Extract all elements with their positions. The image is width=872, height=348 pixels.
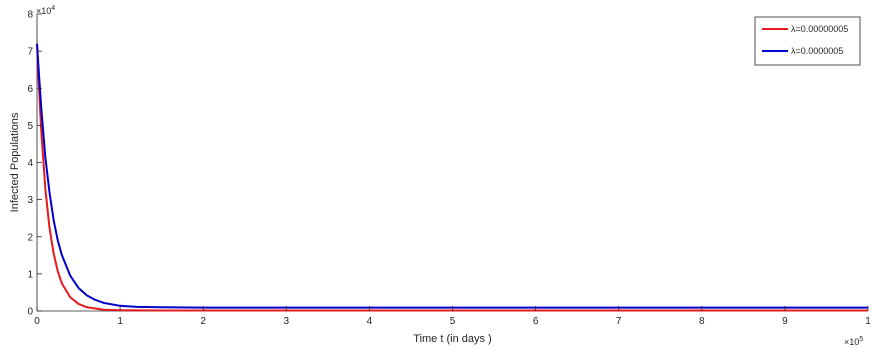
- x-tick-label: 8: [699, 316, 705, 327]
- y-tick-label: 6: [27, 84, 33, 95]
- y-exponent-label: ×104: [36, 5, 55, 16]
- x-tick-label: 5: [450, 316, 456, 327]
- y-axis-label: Infected Populations: [9, 112, 21, 212]
- x-tick-label: 4: [367, 316, 373, 327]
- x-tick-label: 3: [284, 316, 290, 327]
- x-tick-label: 9: [782, 316, 788, 327]
- y-tick-label: 7: [27, 47, 33, 58]
- x-axis-label: Time t (in days ): [413, 333, 491, 345]
- x-tick-label: 7: [616, 316, 622, 327]
- series-line: [36, 43, 868, 309]
- x-tick-label: 6: [533, 316, 539, 327]
- axes: [36, 14, 868, 312]
- legend-label: λ=0.00000005: [791, 24, 848, 34]
- series-layer: [36, 43, 868, 312]
- x-tick-label: 1: [865, 316, 871, 327]
- y-tick-label: 4: [27, 158, 33, 169]
- x-exponent-label: ×105: [844, 336, 863, 347]
- legend-box: [754, 16, 861, 66]
- y-tick-label: 5: [27, 121, 33, 132]
- y-tick-label: 0: [27, 307, 33, 318]
- legend: λ=0.00000005 λ=0.0000005: [754, 16, 861, 66]
- x-tick-label: 2: [200, 316, 206, 327]
- x-tick-label: 1: [117, 316, 123, 327]
- y-tick-label: 8: [27, 10, 33, 21]
- y-tick-label: 3: [27, 195, 33, 206]
- y-tick-label: 2: [27, 232, 33, 243]
- x-tick-label: 0: [34, 316, 40, 327]
- y-tick-label: 1: [27, 269, 33, 280]
- legend-label: λ=0.0000005: [791, 46, 843, 56]
- series-line: [36, 43, 868, 312]
